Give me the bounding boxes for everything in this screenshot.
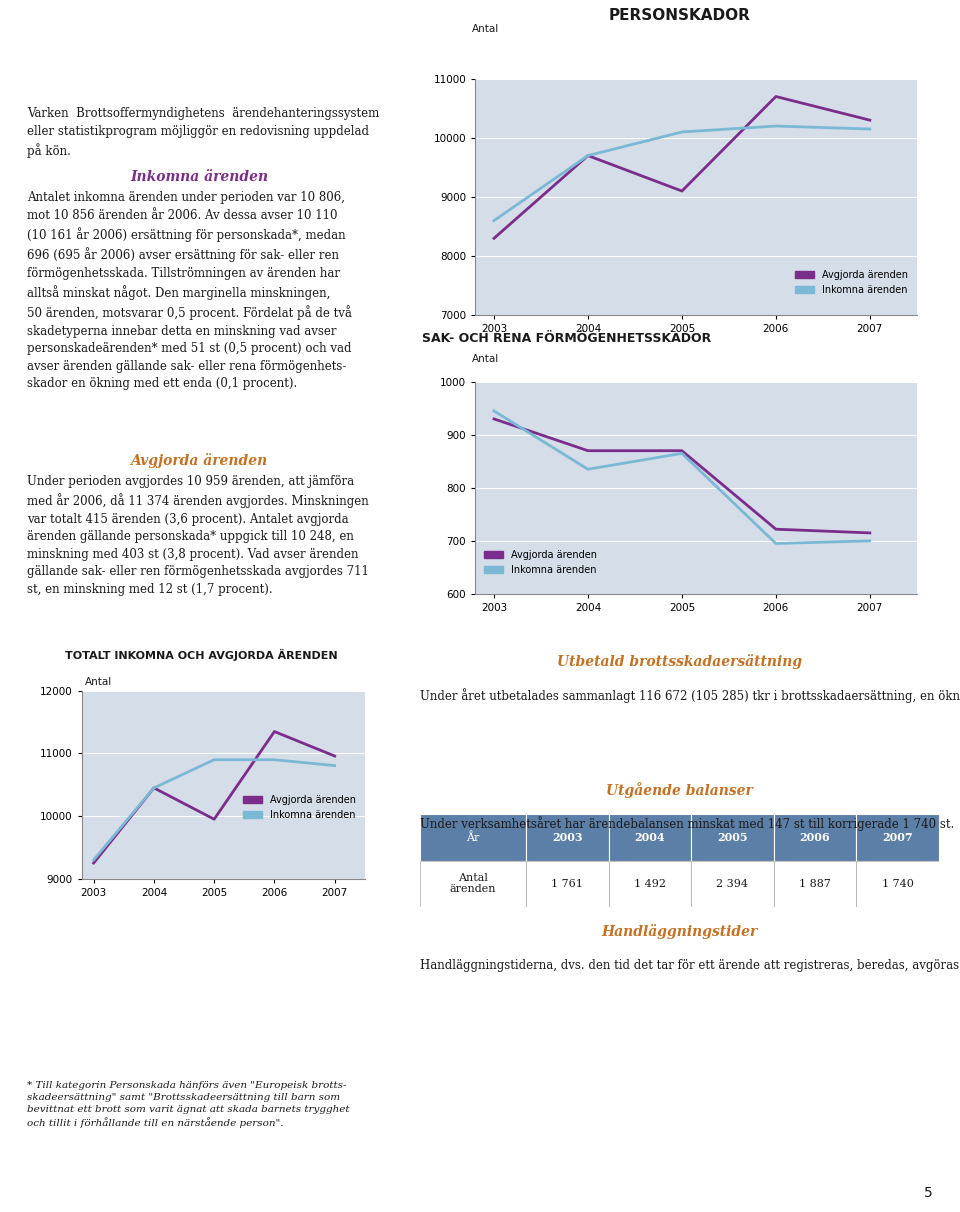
Bar <box>420 814 526 861</box>
Text: 2007: 2007 <box>882 831 913 844</box>
Bar <box>609 861 691 907</box>
Text: Antal
ärenden: Antal ärenden <box>449 873 496 894</box>
Text: 5: 5 <box>924 1185 933 1200</box>
Text: Utbetald brottsskadaersättning: Utbetald brottsskadaersättning <box>557 654 802 669</box>
Text: 1 887: 1 887 <box>799 879 831 888</box>
Bar <box>691 814 774 861</box>
Text: Antal: Antal <box>472 354 499 364</box>
Text: 1 761: 1 761 <box>551 879 584 888</box>
Text: 1 740: 1 740 <box>881 879 914 888</box>
Text: * Till kategorin Personskada hänförs även "Europeisk brotts-
skadeersättning" sa: * Till kategorin Personskada hänförs äve… <box>27 1081 349 1128</box>
Text: 2 394: 2 394 <box>716 879 749 888</box>
Text: 2004: 2004 <box>635 831 665 844</box>
Text: Inkomna ärenden: Inkomna ärenden <box>131 170 268 184</box>
Text: Handläggningstider: Handläggningstider <box>601 924 757 938</box>
Text: PERSONSKADOR: PERSONSKADOR <box>609 8 750 23</box>
Text: 2003: 2003 <box>552 831 583 844</box>
Text: SAK- OCH RENA FÖRMÖGENHETSSKADOR: SAK- OCH RENA FÖRMÖGENHETSSKADOR <box>422 332 711 345</box>
Text: Antal: Antal <box>84 678 111 687</box>
Text: Under perioden avgjordes 10 959 ärenden, att jämföra
med år 2006, då 11 374 ären: Under perioden avgjordes 10 959 ärenden,… <box>27 475 369 596</box>
Bar <box>856 814 939 861</box>
Text: Antalet inkomna ärenden under perioden var 10 806,
mot 10 856 ärenden år 2006. A: Antalet inkomna ärenden under perioden v… <box>27 191 351 390</box>
Bar <box>526 814 609 861</box>
Text: Under året utbetalades sammanlagt 116 672 (105 285) tkr i brottsskadaersättning,: Under året utbetalades sammanlagt 116 67… <box>420 688 960 703</box>
Text: Utgående balanser: Utgående balanser <box>606 782 753 797</box>
Legend: Avgjorda ärenden, Inkomna ärenden: Avgjorda ärenden, Inkomna ärenden <box>480 545 601 578</box>
Text: Under verksamhetsåret har ärendebalansen minskat med 147 st till korrigerade 1 7: Under verksamhetsåret har ärendebalansen… <box>420 816 954 830</box>
Bar <box>420 861 526 907</box>
Text: 1 492: 1 492 <box>634 879 666 888</box>
Bar <box>774 861 856 907</box>
Text: Varken  Brottsoffermyndighetens  ärendehanteringssystem
eller statistikprogram m: Varken Brottsoffermyndighetens ärendehan… <box>27 107 379 159</box>
Text: Avgjorda ärenden: Avgjorda ärenden <box>131 453 268 468</box>
Text: STATISTISKA UPPGIFTER: STATISTISKA UPPGIFTER <box>111 32 301 45</box>
Legend: Avgjorda ärenden, Inkomna ärenden: Avgjorda ärenden, Inkomna ärenden <box>239 791 360 824</box>
Text: TOTALT INKOMNA OCH AVGJORDA ÄRENDEN: TOTALT INKOMNA OCH AVGJORDA ÄRENDEN <box>65 648 338 661</box>
Bar <box>526 861 609 907</box>
Bar <box>856 861 939 907</box>
Text: 2005: 2005 <box>717 831 748 844</box>
Text: 2006: 2006 <box>800 831 830 844</box>
Legend: Avgjorda ärenden, Inkomna ärenden: Avgjorda ärenden, Inkomna ärenden <box>791 265 912 298</box>
Bar <box>774 814 856 861</box>
Text: Antal: Antal <box>472 24 499 34</box>
Text: År: År <box>466 833 479 842</box>
Bar <box>609 814 691 861</box>
Text: Handläggningstiderna, dvs. den tid det tar för ett ärende att registreras, bered: Handläggningstiderna, dvs. den tid det t… <box>420 957 960 972</box>
Bar <box>691 861 774 907</box>
